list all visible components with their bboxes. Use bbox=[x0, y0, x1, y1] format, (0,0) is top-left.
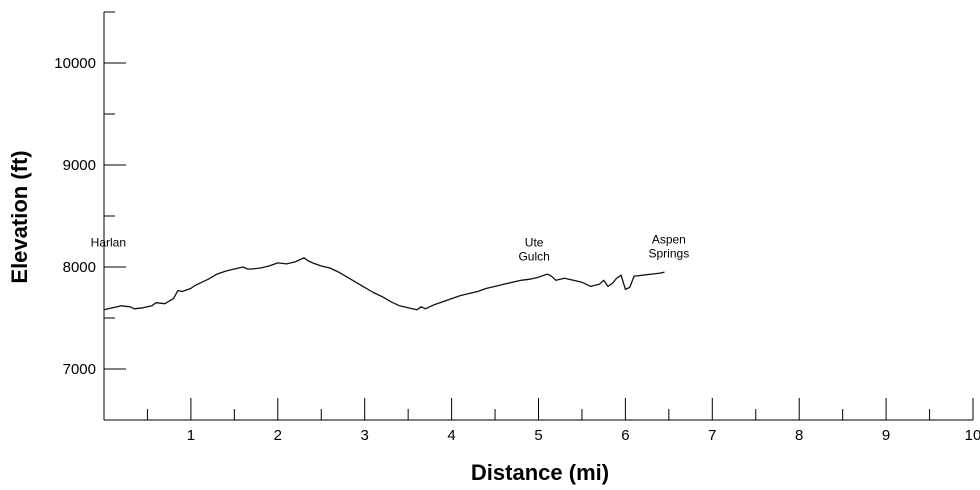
tick-labels: 1 2 3 4 5 6 7 8 9 10 7000 8000 9000 10000 bbox=[54, 55, 980, 444]
x-tick-label: 9 bbox=[882, 427, 890, 444]
y-tick-label: 7000 bbox=[63, 361, 96, 378]
x-tick-label: 10 bbox=[965, 427, 980, 444]
x-tick-label: 5 bbox=[534, 427, 542, 444]
x-tick-label: 1 bbox=[187, 427, 195, 444]
ticks bbox=[104, 11, 974, 421]
x-tick-label: 6 bbox=[621, 427, 629, 444]
plot-area bbox=[103, 257, 665, 311]
annotations: Harlan Ute Gulch Aspen Springs bbox=[91, 233, 690, 264]
location-label-line: Gulch bbox=[518, 250, 549, 264]
x-axis-title: Distance (mi) bbox=[471, 460, 609, 485]
y-axis-title: Elevation (ft) bbox=[7, 150, 32, 283]
location-label-line: Aspen bbox=[652, 233, 686, 247]
location-label-line: Springs bbox=[649, 247, 690, 261]
location-label: Aspen Springs bbox=[649, 233, 690, 261]
x-tick-label: 4 bbox=[447, 427, 455, 444]
y-tick-label: 8000 bbox=[63, 259, 96, 276]
location-label: Ute Gulch bbox=[518, 236, 549, 264]
x-tick-label: 8 bbox=[795, 427, 803, 444]
axes bbox=[103, 12, 973, 421]
location-label-line: Harlan bbox=[91, 236, 126, 250]
x-tick-label: 7 bbox=[708, 427, 716, 444]
x-tick-label: 2 bbox=[274, 427, 282, 444]
location-label-line: Ute bbox=[525, 236, 544, 250]
y-tick-label: 9000 bbox=[63, 157, 96, 174]
y-tick-label: 10000 bbox=[54, 55, 96, 72]
elevation-line bbox=[103, 257, 665, 311]
x-tick-label: 3 bbox=[361, 427, 369, 444]
location-label: Harlan bbox=[91, 236, 126, 250]
